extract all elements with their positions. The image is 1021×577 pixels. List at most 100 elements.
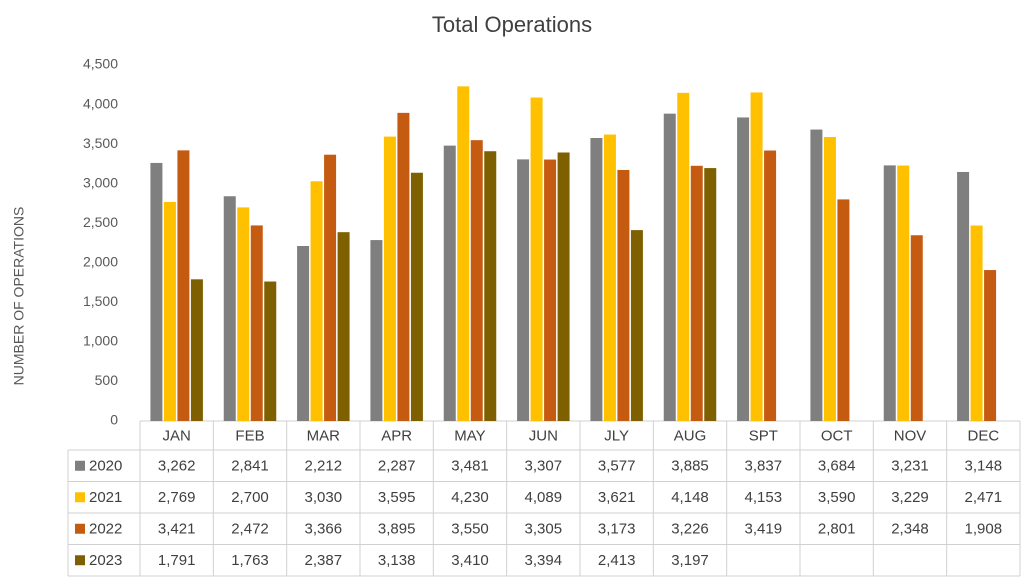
table-cell: 3,621 [598, 489, 636, 506]
table-cell: 3,590 [818, 489, 856, 506]
bar [484, 151, 497, 421]
table-cell: 1,791 [158, 552, 196, 569]
y-tick-label: 2,500 [83, 214, 118, 230]
bar [410, 172, 423, 421]
table-cell: 3,684 [818, 458, 856, 475]
table-cell: 2,472 [231, 521, 269, 538]
legend-key [75, 460, 85, 471]
legend-key [75, 523, 85, 534]
bar [250, 225, 263, 421]
y-tick-label: 1,500 [83, 293, 118, 309]
bar [970, 225, 983, 421]
y-tick-label: 4,500 [83, 56, 118, 72]
bar [557, 152, 570, 421]
bar [237, 207, 250, 421]
table-cell: 3,262 [158, 458, 196, 475]
table-cell: 3,837 [745, 458, 783, 475]
y-tick-label: 3,000 [83, 174, 118, 190]
x-tick-label: FEB [235, 427, 264, 444]
x-tick-label: SPT [749, 427, 778, 444]
bar [443, 145, 456, 421]
bar [617, 169, 630, 421]
bar [370, 240, 383, 421]
table-cell: 3,229 [891, 489, 929, 506]
x-tick-label: DEC [967, 427, 999, 444]
bar [544, 159, 557, 421]
bar [677, 92, 690, 422]
bar [663, 113, 676, 422]
bar [530, 97, 543, 422]
table-cell: 2,348 [891, 521, 929, 538]
x-tick-label: MAR [307, 427, 341, 444]
bar [223, 196, 236, 421]
table-cell: 3,394 [525, 552, 563, 569]
bar [324, 154, 337, 421]
legend-key [75, 492, 85, 503]
y-tick-label: 3,500 [83, 135, 118, 151]
table-cell: 2,841 [231, 458, 269, 475]
bar [630, 230, 643, 421]
table-cell: 3,138 [378, 552, 416, 569]
table-cell: 2,212 [305, 458, 343, 475]
table-cell: 3,595 [378, 489, 416, 506]
y-tick-label: 500 [95, 372, 119, 388]
legend-key [75, 555, 85, 566]
legend-label: 2022 [89, 521, 122, 538]
x-tick-label: JLY [604, 427, 629, 444]
bar [750, 92, 763, 422]
table-cell: 3,305 [525, 521, 563, 538]
y-tick-label: 2,000 [83, 253, 118, 269]
table-cell: 2,801 [818, 521, 856, 538]
bar [984, 270, 997, 421]
x-tick-label: JUN [529, 427, 558, 444]
table-cell: 1,763 [231, 552, 269, 569]
bar [810, 129, 823, 421]
bar [764, 150, 777, 421]
table-cell: 4,153 [745, 489, 783, 506]
table-cell: 3,410 [451, 552, 489, 569]
legend-label: 2020 [89, 458, 122, 475]
table-cell: 3,885 [671, 458, 709, 475]
x-tick-label: NOV [894, 427, 927, 444]
legend-label: 2023 [89, 552, 122, 569]
bar [190, 279, 203, 421]
bar [837, 199, 850, 421]
bar [150, 162, 163, 421]
table-cell: 4,089 [525, 489, 563, 506]
y-tick-label: 0 [110, 412, 118, 428]
table-cell: 3,231 [891, 458, 929, 475]
y-tick-label: 1,000 [83, 333, 118, 349]
bar [310, 181, 323, 421]
table-cell: 3,421 [158, 521, 196, 538]
bar [704, 168, 717, 421]
bar [517, 159, 530, 421]
bar [163, 201, 176, 421]
table-cell: 3,366 [305, 521, 343, 538]
bar [590, 138, 603, 421]
table-cell: 3,307 [525, 458, 563, 475]
bar [397, 112, 410, 422]
bar [297, 246, 310, 421]
bar [457, 86, 470, 422]
table-cell: 1,908 [965, 521, 1003, 538]
table-cell: 3,481 [451, 458, 489, 475]
table-cell: 2,471 [965, 489, 1003, 506]
legend-label: 2021 [89, 489, 122, 506]
bar [383, 136, 396, 421]
x-tick-label: OCT [821, 427, 853, 444]
x-tick-label: JAN [162, 427, 190, 444]
table-cell: 2,700 [231, 489, 269, 506]
bar [883, 165, 896, 421]
table-cell: 3,577 [598, 458, 636, 475]
bar [823, 136, 836, 422]
bar [690, 165, 703, 421]
bar [177, 150, 190, 421]
bar [337, 232, 350, 421]
bar [737, 117, 750, 421]
x-tick-label: APR [381, 427, 412, 444]
chart-title: Total Operations [432, 12, 592, 37]
bar [470, 140, 483, 421]
table-cell: 3,173 [598, 521, 636, 538]
table-cell: 3,030 [305, 489, 343, 506]
